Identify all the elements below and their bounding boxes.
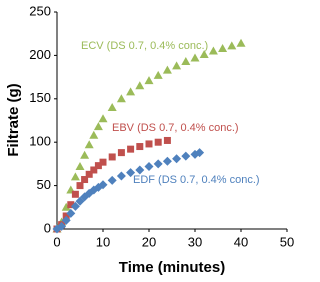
marker <box>181 56 191 65</box>
marker <box>71 190 79 198</box>
marker <box>190 53 200 62</box>
y-tick-label: 150 <box>29 90 51 105</box>
marker <box>99 158 107 166</box>
marker <box>227 41 237 50</box>
marker <box>57 221 67 231</box>
marker <box>93 122 103 131</box>
marker <box>172 61 182 70</box>
y-tick-label: 250 <box>29 3 51 18</box>
marker <box>70 172 80 181</box>
marker <box>107 102 117 111</box>
marker <box>70 201 80 211</box>
marker <box>126 168 136 178</box>
marker <box>181 151 191 161</box>
x-tick-label: 50 <box>280 234 294 249</box>
marker <box>61 202 71 211</box>
marker <box>199 50 209 59</box>
y-tick-label: 100 <box>29 134 51 149</box>
x-tick-label: 20 <box>142 234 156 249</box>
marker <box>218 43 228 52</box>
marker <box>89 130 99 139</box>
marker <box>98 180 108 190</box>
marker <box>76 182 84 190</box>
marker <box>153 70 163 79</box>
marker <box>144 76 154 85</box>
marker <box>153 159 163 169</box>
marker <box>145 140 153 148</box>
series-label: EDF (DS 0.7, 0.4% conc.) <box>133 174 260 186</box>
y-tick-label: 50 <box>37 177 51 192</box>
marker <box>61 215 71 225</box>
marker <box>116 94 126 103</box>
marker <box>107 175 117 185</box>
marker <box>80 150 90 159</box>
marker <box>208 46 218 55</box>
x-tick-label: 10 <box>96 234 110 249</box>
x-tick-label: 40 <box>234 234 248 249</box>
x-tick-label: 0 <box>53 234 60 249</box>
marker <box>108 153 116 161</box>
series-label: EBV (DS 0.7, 0.4% conc.) <box>112 122 239 134</box>
marker <box>236 38 246 47</box>
y-tick-label: 200 <box>29 47 51 62</box>
y-axis-label: Filtrate (g) <box>5 83 22 156</box>
marker <box>98 114 108 123</box>
marker <box>195 148 205 158</box>
series-label: ECV (DS 0.7, 0.4% conc.) <box>81 40 208 52</box>
marker <box>84 140 94 149</box>
marker <box>66 208 76 218</box>
marker <box>116 171 126 181</box>
marker <box>144 162 154 172</box>
marker <box>136 143 144 151</box>
marker <box>135 165 145 175</box>
marker <box>117 149 125 157</box>
y-tick-label: 0 <box>44 220 51 235</box>
marker <box>126 87 136 96</box>
x-tick-label: 30 <box>188 234 202 249</box>
x-axis-label: Time (minutes) <box>119 259 225 276</box>
marker <box>162 65 172 74</box>
marker <box>172 154 182 164</box>
marker <box>75 162 85 171</box>
chart: Time (minutes) Filtrate (g) 050100150200… <box>5 3 294 276</box>
marker <box>127 145 135 153</box>
marker <box>154 138 162 146</box>
marker <box>135 81 145 90</box>
marker <box>162 156 172 166</box>
marker <box>163 136 171 144</box>
